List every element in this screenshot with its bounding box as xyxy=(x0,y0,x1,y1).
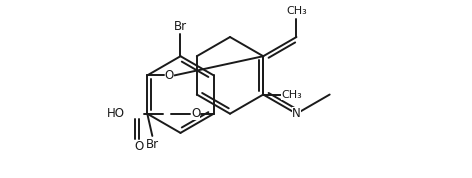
Text: O: O xyxy=(191,107,200,120)
Text: CH₃: CH₃ xyxy=(281,90,302,100)
Text: O: O xyxy=(135,140,143,153)
Text: Br: Br xyxy=(174,20,187,33)
Text: CH₃: CH₃ xyxy=(286,6,307,16)
Text: HO: HO xyxy=(107,107,125,120)
Text: O: O xyxy=(165,69,174,82)
Text: Br: Br xyxy=(146,137,159,151)
Text: N: N xyxy=(292,107,301,120)
